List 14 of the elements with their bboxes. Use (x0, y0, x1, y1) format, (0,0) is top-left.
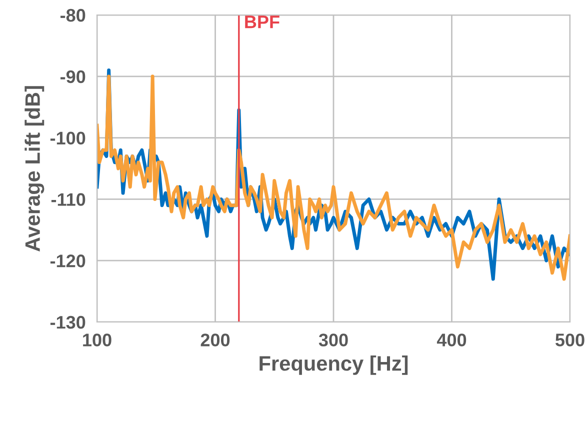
y-tick-label: -110 (51, 193, 86, 206)
y-tick-label: -100 (50, 132, 86, 145)
y-tick-label: -130 (50, 316, 86, 329)
y-tick-label: -90 (60, 70, 86, 84)
y-axis-title: Average Lift [dB] (24, 86, 44, 252)
x-tick-label: 500 (555, 334, 584, 346)
ref-line-label: BPF (245, 16, 280, 28)
x-tick-label: 200 (200, 334, 230, 346)
x-tick-label: 400 (436, 334, 466, 346)
y-tick-label: -120 (50, 254, 86, 268)
x-tick-label: 100 (83, 334, 112, 346)
x-axis-title: Frequency [Hz] (260, 356, 408, 375)
y-tick-label: -80 (60, 8, 86, 22)
x-tick-label: 300 (318, 334, 348, 346)
